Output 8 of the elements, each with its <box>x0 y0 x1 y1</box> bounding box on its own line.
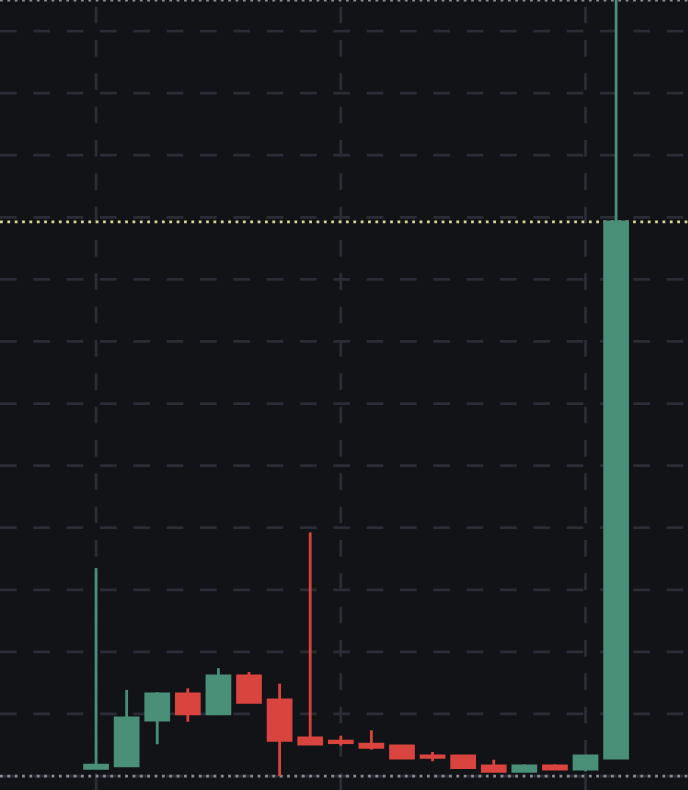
candlestick <box>236 670 262 704</box>
candlestick <box>144 690 171 746</box>
candlestick <box>266 682 293 778</box>
candlestick <box>205 666 232 716</box>
candlestick <box>83 566 109 770</box>
candlestick <box>174 686 201 724</box>
candlestick <box>358 728 385 752</box>
candlestick <box>297 530 324 746</box>
